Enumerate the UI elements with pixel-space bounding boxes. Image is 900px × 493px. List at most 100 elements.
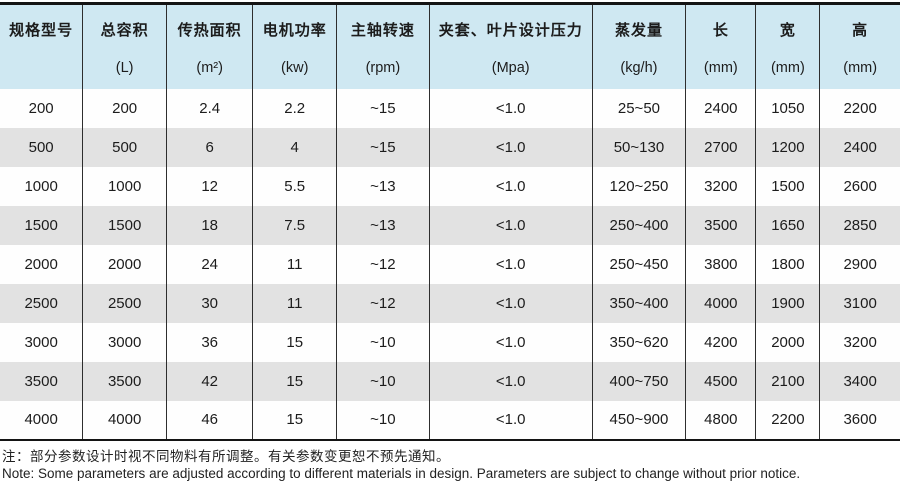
column-header-5: 主轴转速 (rpm): [336, 3, 430, 89]
table-cell: 1050: [755, 88, 821, 128]
table-cell: ~10: [336, 322, 430, 362]
column-unit: (m²): [196, 60, 223, 77]
table-cell: 3500: [82, 361, 167, 401]
table-body: 200 200 2.4 2.2 ~15 <1.0 25~50 2400 1050 2200 500 5…: [0, 88, 900, 440]
column-header-3: 传热面积 (m²): [166, 3, 254, 89]
table-cell: 3000: [82, 322, 167, 362]
table-cell: 400~750: [592, 361, 687, 401]
table-row: 1500 1500 18 7.5 ~13 <1.0 250~400 3500 1650 2850: [0, 205, 900, 245]
table-cell: 2600: [819, 166, 900, 206]
table-cell: 36: [166, 322, 254, 362]
table-cell: 3000: [0, 322, 84, 362]
column-name: 传热面积: [177, 21, 242, 39]
table-cell: 3500: [0, 361, 84, 401]
table-cell: 1500: [755, 166, 821, 206]
column-name: 规格型号: [9, 21, 74, 39]
column-name: 电机功率: [262, 21, 327, 39]
table-cell: 18: [166, 205, 254, 245]
table-row: 2000 2000 24 11 ~12 <1.0 250~450 3800 1800 2900: [0, 244, 900, 284]
table-cell: 25~50: [592, 88, 687, 128]
table-cell: <1.0: [429, 244, 593, 284]
column-unit: (Mpa): [491, 60, 530, 77]
table-row: 1000 1000 12 5.5 ~13 <1.0 120~250 3200 1500 2600: [0, 166, 900, 206]
column-header-6: 夹套、叶片设计压力 (Mpa): [429, 3, 593, 89]
table-cell: 5.5: [252, 166, 338, 206]
table-cell: 2.2: [252, 88, 338, 128]
equipment-spec-table: 规格型号 总容积 (L) 传热面积 (m²) 电机功率 (kw) 主轴转速 (rpm) 夹套、叶片…: [0, 2, 900, 441]
column-unit: [0, 49, 82, 88]
column-header-8: 长 (mm): [685, 3, 757, 89]
table-cell: 1800: [755, 244, 821, 284]
table-cell: 2500: [82, 283, 167, 323]
table-cell: 200: [0, 88, 84, 128]
column-name: 高: [852, 21, 869, 39]
table-cell: 2000: [82, 244, 167, 284]
column-unit: (kg/h): [620, 60, 658, 77]
table-cell: 450~900: [592, 400, 687, 440]
table-cell: 4200: [685, 322, 757, 362]
table-cell: 120~250: [592, 166, 687, 206]
column-name: 总容积: [100, 21, 149, 39]
table-cell: 2000: [0, 244, 84, 284]
table-cell: ~10: [336, 361, 430, 401]
column-unit: (L): [115, 60, 134, 77]
table-cell: 1900: [755, 283, 821, 323]
table-cell: 1000: [82, 166, 167, 206]
table-cell: 1500: [82, 205, 167, 245]
column-unit: (mm): [843, 60, 878, 77]
column-name: 长: [712, 21, 729, 39]
column-unit: (mm): [703, 60, 738, 77]
table-cell: 1650: [755, 205, 821, 245]
table-cell: 250~400: [592, 205, 687, 245]
footnotes: 注：部分参数设计时视不同物料有所调整。有关参数变更恕不预先通知。 Note: S…: [0, 448, 900, 482]
table-cell: <1.0: [429, 205, 593, 245]
table-cell: <1.0: [429, 400, 593, 440]
table-cell: 4: [252, 127, 338, 167]
table-cell: 2.4: [166, 88, 254, 128]
table-cell: ~15: [336, 88, 430, 128]
note-english: Note: Some parameters are adjusted accor…: [2, 465, 801, 481]
table-cell: 4000: [82, 400, 167, 440]
table-header: 规格型号 总容积 (L) 传热面积 (m²) 电机功率 (kw) 主轴转速 (rpm) 夹套、叶片…: [0, 3, 900, 89]
table-cell: 500: [0, 127, 84, 167]
table-cell: 11: [252, 283, 338, 323]
column-unit: (kw): [281, 60, 309, 77]
table-cell: 1200: [755, 127, 821, 167]
table-cell: 2200: [819, 88, 900, 128]
column-name: 蒸发量: [614, 21, 663, 39]
column-header-1: 规格型号: [0, 3, 84, 89]
table-row: 3500 3500 42 15 ~10 <1.0 400~750 4500 2100 3400: [0, 361, 900, 401]
table-cell: 2200: [755, 400, 821, 440]
table-cell: 2400: [685, 88, 757, 128]
table-cell: 15: [252, 361, 338, 401]
table-cell: 4000: [0, 400, 84, 440]
note-chinese: 注：部分参数设计时视不同物料有所调整。有关参数变更恕不预先通知。: [2, 448, 450, 464]
table-cell: ~13: [336, 166, 430, 206]
table-cell: <1.0: [429, 283, 593, 323]
table-cell: 250~450: [592, 244, 687, 284]
table-cell: ~13: [336, 205, 430, 245]
table-cell: 3200: [819, 322, 900, 362]
table-cell: 7.5: [252, 205, 338, 245]
table-cell: 3800: [685, 244, 757, 284]
table-cell: <1.0: [429, 322, 593, 362]
column-header-7: 蒸发量 (kg/h): [592, 3, 687, 89]
table-cell: 2900: [819, 244, 900, 284]
table-row: 4000 4000 46 15 ~10 <1.0 450~900 4800 2200 3600: [0, 400, 900, 440]
column-header-10: 高 (mm): [819, 3, 900, 89]
table-cell: 500: [82, 127, 167, 167]
table-cell: 350~400: [592, 283, 687, 323]
table-row: 200 200 2.4 2.2 ~15 <1.0 25~50 2400 1050 2200: [0, 88, 900, 128]
column-header-9: 宽 (mm): [755, 3, 821, 89]
table-cell: <1.0: [429, 166, 593, 206]
table-cell: 11: [252, 244, 338, 284]
table-cell: 4000: [685, 283, 757, 323]
column-unit: (rpm): [365, 60, 401, 77]
column-header-2: 总容积 (L): [82, 3, 167, 89]
table-cell: 1000: [0, 166, 84, 206]
column-header-4: 电机功率 (kw): [252, 3, 338, 89]
column-unit: (mm): [770, 60, 805, 77]
table-cell: 2700: [685, 127, 757, 167]
table-cell: 3200: [685, 166, 757, 206]
